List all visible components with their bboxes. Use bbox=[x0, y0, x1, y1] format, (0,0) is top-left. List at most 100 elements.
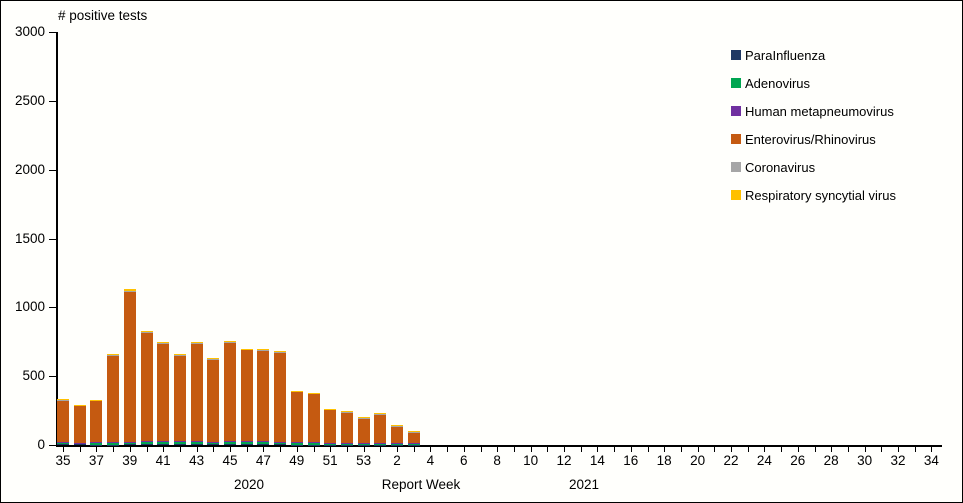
bar-segment-week41-coronavirus bbox=[157, 343, 170, 344]
bar-segment-week40-enterovirus-rhinovirus bbox=[140, 332, 153, 442]
x-tick-label-45: 45 bbox=[222, 453, 238, 468]
bar-segment-week42-parainfluenza bbox=[173, 444, 186, 445]
x-tick-mark bbox=[430, 447, 432, 452]
bar-segment-week43-enterovirus-rhinovirus bbox=[190, 343, 203, 442]
x-tick-mark bbox=[230, 447, 231, 452]
bar-segment-week52-human-metapneumovirus bbox=[340, 442, 353, 444]
x-tick-mark bbox=[146, 447, 148, 452]
bar-segment-week52-adenovirus bbox=[340, 443, 353, 445]
x-tick-label-41: 41 bbox=[155, 453, 171, 468]
y-tick-mark bbox=[49, 376, 56, 378]
x-tick-mark bbox=[163, 447, 165, 452]
x-tick-label-16: 16 bbox=[623, 453, 639, 468]
bar-segment-week41-parainfluenza bbox=[157, 444, 170, 445]
x-tick-label-32: 32 bbox=[890, 453, 906, 468]
bar-segment-week42-enterovirus-rhinovirus bbox=[173, 355, 186, 442]
legend-label: Coronavirus bbox=[745, 159, 816, 175]
bar-segment-week47-respiratory-syncytial-virus bbox=[257, 349, 270, 350]
x-tick-label-12: 12 bbox=[556, 453, 572, 468]
x-tick-mark bbox=[680, 447, 682, 452]
bar-segment-week51-adenovirus bbox=[324, 443, 337, 445]
x-tick-mark bbox=[797, 447, 799, 452]
bar-segment-week45-adenovirus bbox=[224, 441, 236, 445]
x-tick-label-2: 2 bbox=[393, 453, 401, 468]
bar-segment-week35-respiratory-syncytial-virus bbox=[57, 398, 69, 400]
bar-segment-week45-parainfluenza bbox=[224, 444, 236, 445]
bar-segment-week36-parainfluenza bbox=[73, 444, 86, 445]
bar-segment-week48-respiratory-syncytial-virus bbox=[274, 351, 287, 353]
x-tick-label-35: 35 bbox=[55, 453, 71, 468]
legend-item-enterovirus-rhinovirus: Enterovirus/Rhinovirus bbox=[731, 125, 896, 153]
bar-segment-week48-coronavirus bbox=[274, 352, 287, 353]
bar-segment-week50-respiratory-syncytial-virus bbox=[307, 392, 320, 394]
x-tick-mark bbox=[864, 447, 866, 452]
legend-item-parainfluenza: ParaInfluenza bbox=[731, 41, 896, 69]
y-tick-label-1000: 1000 bbox=[14, 299, 45, 315]
bar-segment-week37-coronavirus bbox=[90, 400, 103, 402]
legend-swatch-icon bbox=[731, 162, 741, 172]
bar-segment-week39-adenovirus bbox=[123, 442, 136, 445]
bar-segment-week45-coronavirus bbox=[224, 341, 236, 343]
x-tick-label-37: 37 bbox=[88, 453, 104, 468]
x-tick-mark bbox=[630, 447, 632, 452]
x-tick-label-6: 6 bbox=[460, 453, 468, 468]
x-tick-mark bbox=[63, 447, 64, 452]
x-tick-label-28: 28 bbox=[823, 453, 839, 468]
x-tick-mark bbox=[647, 447, 649, 452]
bar-segment-week50-enterovirus-rhinovirus bbox=[307, 393, 320, 443]
x-tick-label-34: 34 bbox=[923, 453, 939, 468]
bar-segment-week40-respiratory-syncytial-virus bbox=[140, 331, 153, 332]
legend-item-human-metapneumovirus: Human metapneumovirus bbox=[731, 97, 896, 125]
bar-segment-week1-adenovirus bbox=[374, 443, 387, 445]
y-tick-mark bbox=[49, 169, 56, 171]
legend-swatch-icon bbox=[731, 50, 741, 60]
bar-segment-week48-human-metapneumovirus bbox=[274, 441, 287, 443]
bar-segment-week41-adenovirus bbox=[157, 442, 170, 445]
x-tick-mark bbox=[614, 447, 616, 452]
bar-segment-week41-respiratory-syncytial-virus bbox=[157, 342, 170, 344]
x-tick-mark bbox=[931, 447, 933, 452]
bar-segment-week38-enterovirus-rhinovirus bbox=[107, 355, 120, 442]
bar-segment-week38-adenovirus bbox=[107, 442, 120, 445]
x-tick-mark bbox=[497, 447, 499, 452]
y-tick-mark bbox=[49, 238, 56, 240]
bar-segment-week2-enterovirus-rhinovirus bbox=[391, 426, 403, 443]
y-tick-label-0: 0 bbox=[37, 437, 45, 452]
bar-segment-week43-respiratory-syncytial-virus bbox=[190, 342, 203, 344]
legend-label: Enterovirus/Rhinovirus bbox=[745, 131, 876, 147]
bar-segment-week40-coronavirus bbox=[140, 331, 153, 333]
bar-segment-week35-enterovirus-rhinovirus bbox=[57, 400, 69, 443]
bar-segment-week3-enterovirus-rhinovirus bbox=[407, 431, 420, 444]
x-tick-mark bbox=[480, 447, 482, 452]
x-tick-label-53: 53 bbox=[356, 453, 372, 468]
y-tick-label-3000: 3000 bbox=[14, 24, 45, 39]
x-tick-label-8: 8 bbox=[493, 453, 501, 468]
bar-segment-week38-respiratory-syncytial-virus bbox=[107, 354, 120, 355]
y-tick-mark bbox=[49, 32, 56, 33]
bar-segment-week47-parainfluenza bbox=[257, 444, 270, 445]
x-tick-mark bbox=[363, 447, 365, 452]
bar-segment-week41-enterovirus-rhinovirus bbox=[157, 343, 170, 442]
bar-segment-week2-human-metapneumovirus bbox=[391, 442, 403, 444]
x-tick-mark bbox=[447, 447, 449, 452]
x-tick-label-18: 18 bbox=[656, 453, 672, 468]
x-tick-mark bbox=[380, 447, 382, 452]
x-tick-mark bbox=[914, 447, 916, 452]
bar-segment-week42-respiratory-syncytial-virus bbox=[173, 354, 186, 355]
bar-segment-week43-parainfluenza bbox=[190, 444, 203, 445]
x-tick-mark bbox=[196, 447, 198, 452]
x-tick-mark bbox=[296, 447, 298, 452]
x-tick-mark bbox=[263, 447, 265, 452]
bar-segment-week51-enterovirus-rhinovirus bbox=[324, 409, 337, 443]
x-tick-label-24: 24 bbox=[756, 453, 772, 468]
legend-swatch-icon bbox=[731, 106, 741, 116]
x-tick-mark bbox=[330, 447, 332, 452]
bar-segment-week35-parainfluenza bbox=[57, 444, 69, 445]
x-axis-line bbox=[56, 445, 942, 447]
y-tick-label-2500: 2500 bbox=[14, 92, 45, 108]
bar-segment-week39-enterovirus-rhinovirus bbox=[123, 291, 136, 442]
x-tick-mark bbox=[280, 447, 282, 452]
bar-segment-week52-enterovirus-rhinovirus bbox=[340, 411, 353, 443]
y-tick-label-500: 500 bbox=[22, 368, 45, 384]
